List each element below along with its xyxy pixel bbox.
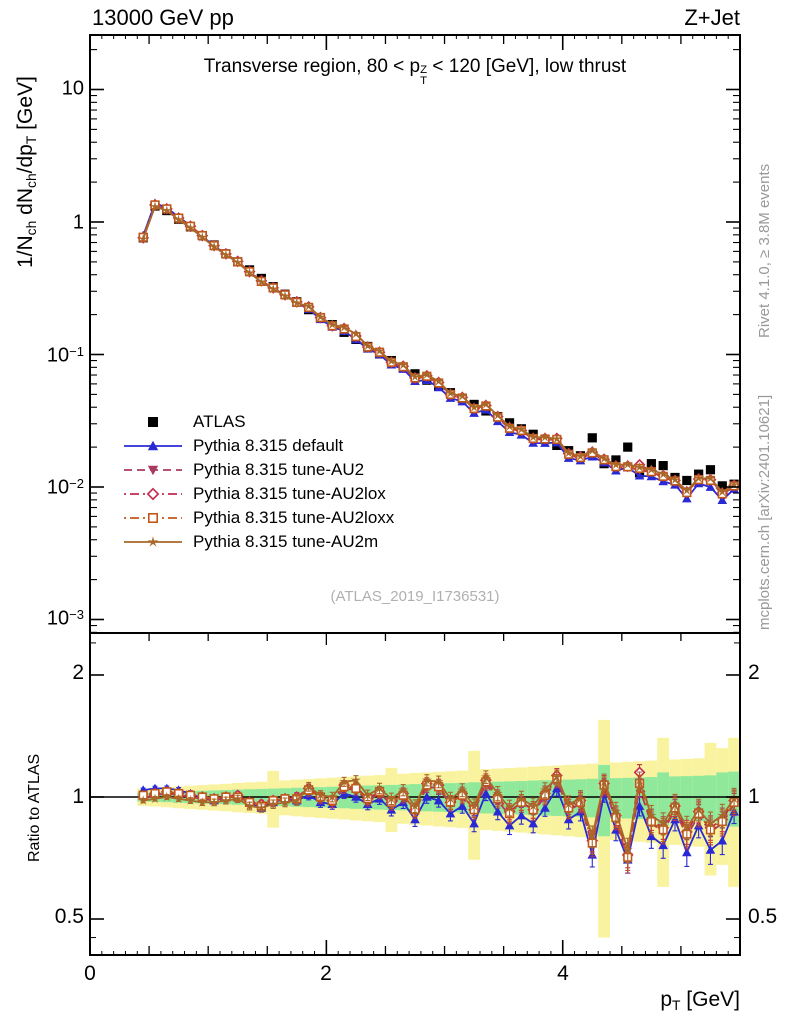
legend-label: Pythia 8.315 tune-AU2 [193, 460, 365, 479]
y-tick-1e-3: 10−3 [46, 607, 84, 630]
x-tick-4: 4 [557, 962, 569, 985]
ratio-tick-right-05: 0.5 [748, 905, 778, 928]
header-beam-energy: 13000 GeV pp [92, 5, 234, 30]
legend-marker-diamond-open [124, 487, 182, 501]
x-tick-0: 0 [84, 962, 96, 985]
header-process: Z+Jet [684, 5, 740, 30]
legend-marker-square-filled [148, 417, 158, 427]
y-tick-1e-1: 10−1 [46, 344, 84, 367]
legend-label: Pythia 8.315 tune-AU2loxx [193, 508, 395, 527]
mcplots-arxiv-note: mcplots.cern.ch [arXiv:2401.10621] [756, 394, 773, 630]
x-axis-label: pT [GeV] [660, 988, 740, 1014]
x-tick-2: 2 [320, 962, 332, 985]
ratio-tick-right-1: 1 [748, 785, 760, 808]
ratio-tick-left-1: 1 [72, 785, 84, 808]
legend-item: Pythia 8.315 tune-AU2loxx [122, 506, 394, 530]
legend-label: Pythia 8.315 tune-AU2lox [193, 484, 386, 503]
ratio-tick-left-05: 0.5 [54, 905, 84, 928]
rivet-version-note: Rivet 4.1.0, ≥ 3.8M events [756, 163, 773, 338]
legend-label: Pythia 8.315 default [193, 436, 344, 455]
legend-item: Pythia 8.315 tune-AU2 [122, 458, 394, 482]
watermark: (ATLAS_2019_I1736531) [330, 588, 500, 605]
legend-label: ATLAS [193, 412, 246, 431]
legend-marker-star-filled [124, 536, 182, 547]
y-tick-1: 1 [72, 211, 84, 234]
legend-item: ATLAS [122, 410, 394, 434]
legend-item: Pythia 8.315 tune-AU2m [122, 530, 394, 554]
y-axis-label: 1/Nch dNch/dpT [GeV] [14, 76, 40, 268]
legend: ATLAS Pythia 8.315 default Pythia 8.315 tu… [122, 410, 394, 554]
ratio-tick-left-2: 2 [72, 661, 84, 684]
y-tick-1e-2: 10−2 [46, 476, 84, 499]
legend-label: Pythia 8.315 tune-AU2m [193, 532, 379, 551]
y-tick-10: 10 [61, 77, 84, 100]
legend-marker-square-open [124, 513, 182, 523]
legend-item: Pythia 8.315 default [122, 434, 394, 458]
legend-marker-triangle-down-filled [124, 465, 182, 476]
legend-item: Pythia 8.315 tune-AU2lox [122, 482, 394, 506]
ratio-tick-right-2: 2 [748, 661, 760, 684]
legend-marker-triangle-up-filled [124, 440, 182, 451]
